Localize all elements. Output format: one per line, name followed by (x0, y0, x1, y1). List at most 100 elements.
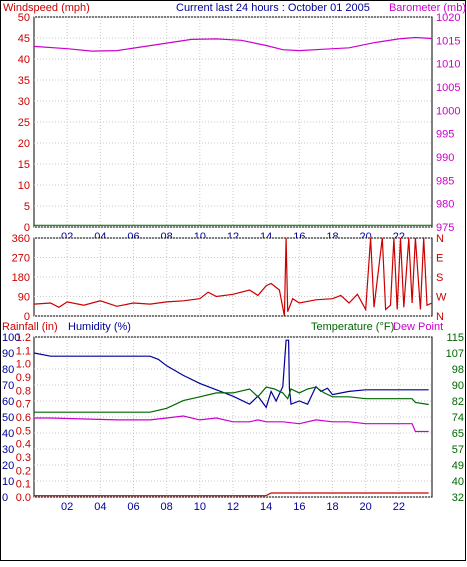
hour-tick-label: 18 (326, 501, 338, 513)
direction-degree-tick-label: 180 (12, 272, 30, 284)
humidity-tick-label: 20 (2, 460, 14, 472)
rainfall-tick-label: 0.3 (16, 452, 31, 464)
humidity-tick-label: 100 (2, 332, 20, 344)
windspeed-tick-label: 50 (18, 12, 30, 24)
rainfall-tick-label: 0.4 (16, 439, 31, 451)
hour-tick-label: 12 (227, 501, 239, 513)
hour-tick-label: 04 (94, 501, 106, 513)
rainfall-tick-label: 0.7 (16, 399, 31, 411)
temperature-line (34, 386, 429, 413)
barometer-tick-label: 990 (436, 152, 454, 164)
wind-direction-grid (34, 237, 432, 317)
barometer-tick-label: 1005 (436, 82, 460, 94)
temperature-axis: 32 40 49 57 65 74 82 90 98 107 115 (446, 332, 464, 504)
humidity-axis: 0 10 20 30 40 50 60 70 80 90 100 (2, 332, 20, 504)
humidity-tick-label: 50 (2, 412, 14, 424)
rainfall-tick-label: 1.2 (16, 332, 31, 344)
hour-tick-label: 10 (194, 501, 206, 513)
barometer-tick-label: 1000 (436, 105, 460, 117)
windspeed-tick-label: 5 (24, 201, 30, 213)
rainfall-tick-label: 0.9 (16, 372, 31, 384)
temperature-tick-label: 82 (452, 396, 464, 408)
compass-tick-label: W (436, 292, 447, 304)
compass-tick-label: S (436, 272, 443, 284)
rainfall-tick-label: 0.6 (16, 412, 31, 424)
wind-barometer-series (33, 36, 433, 226)
wind-direction-degrees-axis: 0 90 180 270 360 (12, 233, 30, 323)
barometer-line (33, 36, 433, 52)
humidity-tick-label: 60 (2, 396, 14, 408)
rainfall-tick-label: 0.1 (16, 479, 31, 491)
barometer-tick-label: 975 (436, 222, 454, 234)
rain-humidity-temp-chart: 0.00.10.20.30.40.50.60.70.80.91.01.11.2 … (2, 332, 464, 513)
hour-tick-label: 06 (127, 501, 139, 513)
barometer-tick-label: 1020 (436, 12, 460, 24)
humidity-tick-label: 80 (2, 364, 14, 376)
hour-tick-label: 16 (293, 501, 305, 513)
windspeed-tick-label: 20 (18, 138, 30, 150)
windspeed-tick-label: 0 (24, 222, 30, 234)
rainfall-tick-label: 1.1 (16, 345, 31, 357)
barometer-tick-label: 1010 (436, 59, 460, 71)
windspeed-tick-label: 10 (18, 180, 30, 192)
humidity-tick-label: 40 (2, 428, 14, 440)
direction-degree-tick-label: 360 (12, 233, 30, 245)
rain-humidity-temp-series (33, 339, 429, 497)
temperature-tick-label: 49 (452, 460, 464, 472)
compass-tick-label: E (436, 253, 443, 265)
windspeed-tick-label: 30 (18, 96, 30, 108)
hour-tick-label: 20 (360, 501, 372, 513)
humidity-tick-label: 0 (2, 492, 8, 504)
barometer-tick-label: 995 (436, 129, 454, 141)
hour-tick-label: 02 (61, 501, 73, 513)
temperature-tick-label: 65 (452, 428, 464, 440)
barometer-label: Barometer (mb) (389, 2, 466, 14)
barometer-tick-label: 985 (436, 175, 454, 187)
windspeed-label: Windspeed (mph) (3, 2, 90, 14)
temperature-tick-label: 107 (446, 348, 464, 360)
windspeed-tick-label: 40 (18, 54, 30, 66)
compass-tick-label: N (436, 311, 444, 323)
windspeed-tick-label: 15 (18, 159, 30, 171)
humidity-line (33, 339, 429, 409)
temperature-tick-label: 40 (452, 476, 464, 488)
direction-degree-tick-label: 90 (18, 292, 30, 304)
temperature-tick-label: 90 (452, 380, 464, 392)
hour-tick-label: 22 (393, 501, 405, 513)
temperature-tick-label: 32 (452, 492, 464, 504)
wind_direction-line (33, 237, 433, 317)
windspeed-tick-label: 35 (18, 75, 30, 87)
rainfall-axis: 0.00.1 0.20.30.4 0.50.60.7 0.80.91.0 1.11.2 (16, 332, 31, 504)
windspeed-tick-label: 45 (18, 33, 30, 45)
windspeed-axis: 0 5 10 15 20 25 30 35 40 45 50 (18, 12, 30, 234)
temperature-tick-label: 57 (452, 444, 464, 456)
barometer-axis: 975 980 985 990 995 1000 1005 1010 1015 1020 (436, 12, 460, 234)
rainfall-tick-label: 1.0 (16, 359, 31, 371)
hour-tick-label: 14 (260, 501, 272, 513)
humidity-tick-label: 70 (2, 380, 14, 392)
rainfall-tick-label: 0.8 (16, 385, 31, 397)
temperature-tick-label: 74 (452, 412, 464, 424)
temperature-label: Temperature (°F) (311, 321, 394, 333)
rainfall-line (34, 492, 429, 497)
dew-point-label: Dew Point (393, 321, 443, 333)
rainfall-tick-label: 0.5 (16, 425, 31, 437)
humidity-tick-label: 30 (2, 444, 14, 456)
direction-degree-tick-label: 0 (24, 311, 30, 323)
barometer-tick-label: 1015 (436, 35, 460, 47)
chart-title: Current last 24 hours : October 01 2005 (176, 2, 370, 14)
humidity-tick-label: 90 (2, 348, 14, 360)
hour-axis-bottom: 02 04 06 08 10 12 14 16 18 20 22 (61, 501, 405, 513)
rain-humidity-temp-grid (34, 336, 432, 498)
windspeed-tick-label: 25 (18, 117, 30, 129)
wind-direction-series (33, 237, 433, 317)
hour-tick-label: 08 (161, 501, 173, 513)
compass-tick-label: N (436, 233, 444, 245)
wind-barometer-grid (34, 16, 432, 228)
temperature-tick-label: 98 (452, 364, 464, 376)
